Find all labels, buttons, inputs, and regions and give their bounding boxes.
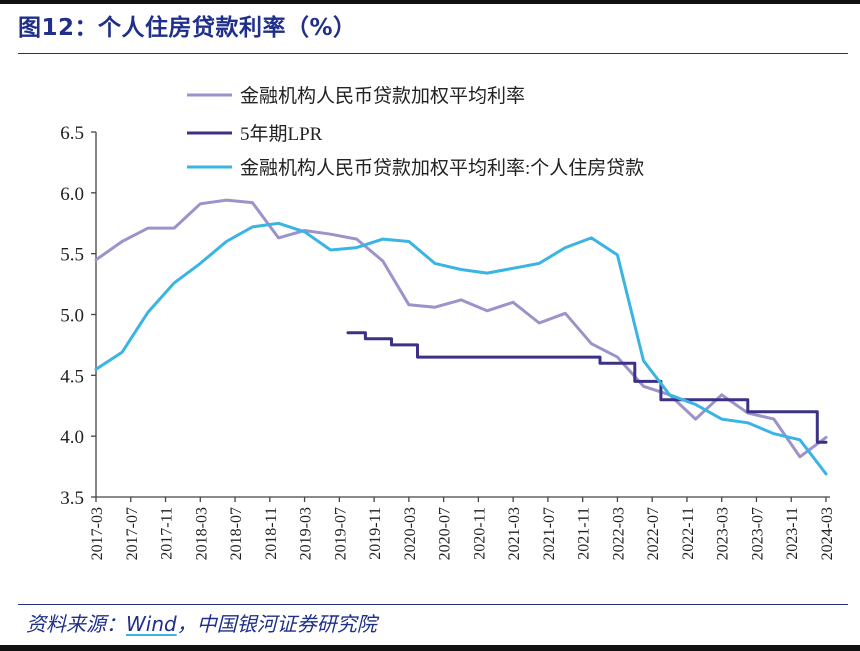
series-line-3 — [94, 221, 828, 476]
top-border — [0, 0, 860, 4]
x-tick-label: 2022-03 — [610, 507, 627, 560]
x-tick-label: 2019-07 — [332, 507, 349, 560]
legend-label-1: 金融机构人民币贷款加权平均利率 — [240, 85, 525, 107]
x-tick-label: 2020-07 — [437, 507, 454, 560]
legend-label-3: 金融机构人民币贷款加权平均利率:个人住房贷款 — [240, 157, 644, 179]
y-tick-label: 3.5 — [60, 488, 84, 509]
x-tick-label: 2020-11 — [471, 507, 488, 560]
y-tick-label: 6.0 — [60, 184, 84, 205]
x-tick-label: 2019-11 — [367, 507, 384, 560]
title-divider — [18, 53, 848, 54]
x-tick-label: 2024-03 — [819, 507, 836, 560]
legend-label-2: 5年期LPR — [240, 123, 323, 145]
source-divider — [18, 604, 848, 605]
x-tick-label: 2019-03 — [298, 507, 315, 560]
y-tick-label: 4.0 — [60, 427, 84, 448]
source-prefix: 资料来源： — [26, 612, 126, 636]
source-note: 资料来源：Wind，中国银河证券研究院 — [26, 608, 377, 637]
source-suffix: ，中国银河证券研究院 — [176, 612, 377, 636]
series-line-2 — [346, 331, 828, 444]
x-tick-label: 2017-11 — [159, 507, 176, 560]
x-tick-label: 2018-11 — [263, 507, 280, 560]
y-tick-label: 6.5 — [60, 123, 84, 144]
x-tick-label: 2023-11 — [784, 507, 801, 560]
y-tick-label: 5.5 — [60, 245, 84, 266]
x-tick-label: 2023-03 — [715, 507, 732, 560]
y-tick-label: 5.0 — [60, 306, 84, 327]
x-tick-label: 2021-07 — [541, 507, 558, 560]
x-tick-label: 2018-07 — [228, 507, 245, 560]
x-tick-label: 2021-03 — [506, 507, 523, 560]
x-tick-label: 2022-07 — [645, 507, 662, 560]
x-tick-label: 2017-07 — [124, 507, 141, 560]
bottom-border — [0, 645, 860, 651]
x-tick-label: 2023-07 — [749, 507, 766, 560]
source-wind-link: Wind — [126, 612, 177, 636]
y-tick-label: 4.5 — [60, 366, 84, 387]
x-tick-label: 2020-03 — [402, 507, 419, 560]
x-tick-label: 2017-03 — [89, 507, 106, 560]
line-chart: 3.5 4.0 4.5 5.0 5.5 6.0 6.5 2017-03 2017-07 2017-… — [60, 85, 836, 560]
series-line-1 — [94, 198, 828, 459]
figure-title: 图12：个人住房贷款利率（%） — [18, 15, 357, 41]
x-tick-label: 2022-11 — [680, 507, 697, 560]
x-tick-label: 2021-11 — [576, 507, 593, 560]
x-tick-label: 2018-03 — [193, 507, 210, 560]
